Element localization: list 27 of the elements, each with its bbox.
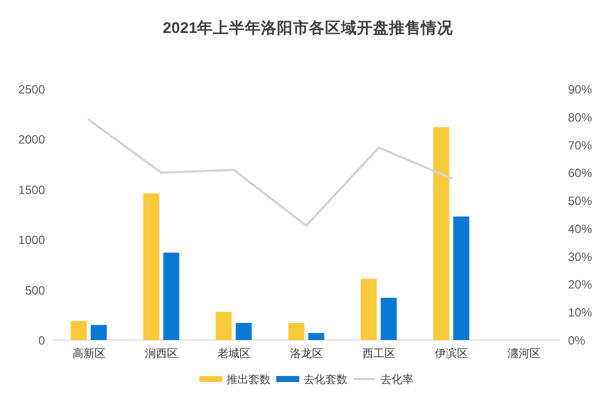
y2-tick-label: 0% [568, 334, 586, 348]
x-tick-label: 高新区 [72, 347, 106, 360]
y-tick-label: 1000 [18, 233, 46, 248]
y-tick-label: 2500 [18, 82, 46, 96]
title: 2021年上半年洛阳市各区域开盘推售情况 [162, 20, 454, 37]
x-tick-label: 瀍河区 [507, 347, 540, 360]
y2-tick-label: 70% [568, 138, 592, 152]
y2-tick-label: 40% [568, 222, 592, 236]
y2-tick-label: 50% [568, 194, 592, 208]
y2-tick-label: 60% [568, 166, 592, 180]
legend-label: 推出套数 [226, 373, 270, 386]
x-tick-label: 伊滨区 [434, 347, 468, 360]
x-tick-label: 洛龙区 [290, 347, 323, 360]
y-tick-label: 2000 [18, 132, 46, 147]
y-tick-label: 1500 [18, 182, 46, 197]
y2-tick-label: 90% [568, 82, 592, 96]
x-tick-label: 老城区 [217, 347, 250, 360]
x-tick-label: 西工区 [362, 348, 396, 360]
y2-tick-label: 10% [568, 306, 592, 320]
y-tick-label: 500 [24, 283, 46, 298]
x-tick-label: 涧西区 [144, 347, 178, 360]
y2-tick-label: 30% [568, 250, 592, 264]
legend-label: 去化率 [380, 373, 414, 386]
y2-tick-label: 20% [568, 278, 592, 292]
y-tick-label: 0 [38, 334, 46, 348]
legend-label: 去化套数 [303, 373, 348, 386]
y2-tick-label: 80% [568, 110, 592, 124]
